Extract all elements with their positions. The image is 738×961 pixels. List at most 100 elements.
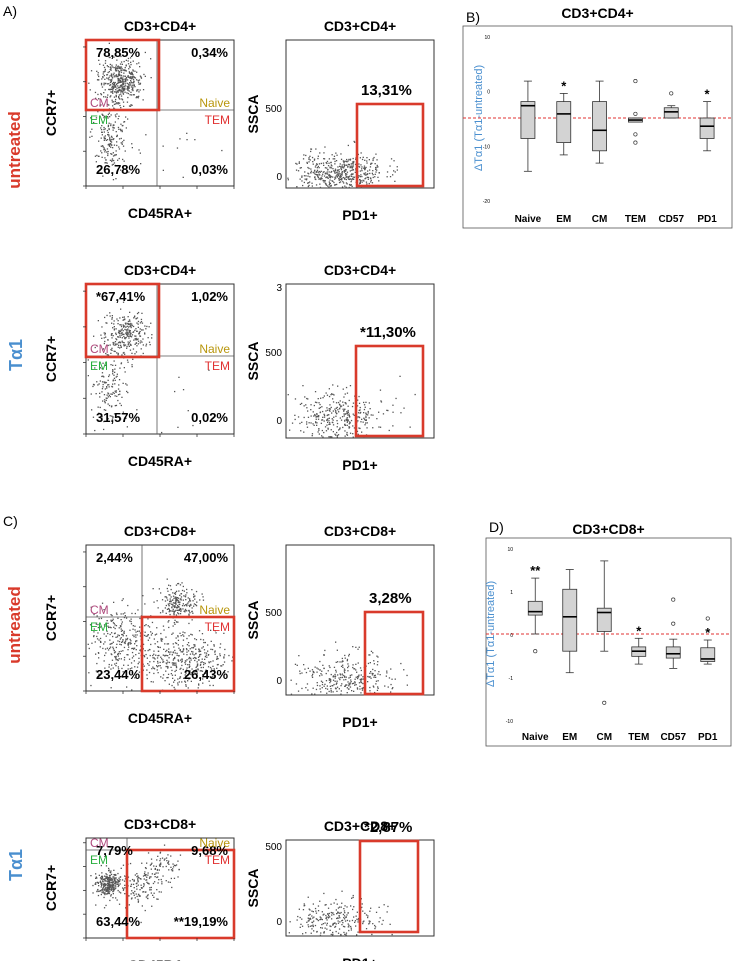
scatter-dot [306, 421, 308, 423]
scatter-dot [390, 691, 392, 693]
scatter-dot [117, 352, 119, 355]
scatter-dot [307, 175, 309, 177]
scatter-dot [131, 366, 133, 368]
scatter-dot [147, 625, 149, 627]
scatter-dot [124, 91, 126, 93]
scatter-dot [193, 593, 195, 595]
scatter-dot [130, 322, 132, 325]
scatter-dot [174, 619, 176, 621]
scatter-dot [129, 668, 131, 670]
scatter-dot [351, 163, 353, 165]
scatter-dot [190, 603, 192, 606]
scatter-dot [349, 416, 351, 418]
scatter-dot [110, 619, 112, 621]
scatter-dot [179, 601, 181, 603]
scatter-dot [336, 434, 339, 437]
scatter-dot [362, 910, 364, 912]
scatter-dot [219, 655, 221, 657]
scatter-dot [348, 183, 351, 186]
scatter-dot [114, 885, 116, 887]
scatter-dot [135, 328, 137, 330]
scatter-dot [110, 146, 112, 148]
row-label-ta1-a: Tα1 [6, 339, 26, 371]
y-tick-label: -10 [506, 719, 513, 725]
scatter-dot [158, 891, 160, 893]
scatter-dot [100, 82, 103, 85]
scatter-dot [147, 618, 149, 620]
scatter-dot [117, 346, 119, 348]
scatter-dot [168, 651, 170, 653]
scatter-dot [222, 664, 224, 666]
scatter-dot [338, 688, 340, 690]
scatter-dot [352, 176, 354, 178]
scatter-dot [341, 171, 344, 173]
scatter-dot [340, 690, 342, 692]
scatter-dot [128, 904, 130, 906]
scatter-dot [160, 640, 162, 642]
scatter-dot [112, 641, 114, 643]
scatter-dot [171, 633, 173, 635]
scatter-dot [206, 656, 208, 658]
scatter-dot [90, 117, 92, 119]
scatter-dot [118, 884, 120, 886]
label-cm: CM [90, 836, 109, 850]
scatter-dot [113, 107, 115, 109]
scatter-dot [349, 175, 351, 177]
scatter-dot [101, 416, 103, 418]
scatter-dot [167, 655, 169, 657]
scatter-dot [319, 669, 321, 671]
scatter-dot [163, 629, 165, 631]
scatter-dot [324, 927, 326, 929]
scatter-dot [149, 344, 151, 346]
scatter-dot [142, 643, 145, 645]
scatter-dot [106, 620, 108, 622]
scatter-dot [136, 317, 139, 319]
scatter-dot [336, 422, 339, 425]
scatter-dot [117, 66, 119, 68]
scatter-dot [123, 367, 125, 369]
y-tick-label: 0 [276, 676, 282, 687]
scatter-dot [330, 688, 332, 690]
scatter-dot [316, 413, 318, 415]
scatter-dot [168, 594, 170, 596]
scatter-dot [314, 666, 316, 668]
scatter-dot [88, 647, 90, 650]
scatter-dot [111, 614, 113, 617]
scatter-dot [145, 345, 147, 347]
scatter-dot [107, 379, 109, 381]
scatter-dot [340, 166, 342, 168]
scatter-dot [137, 81, 140, 83]
scatter-dot [110, 144, 113, 146]
scatter-dot [113, 650, 115, 652]
scatter-dot [103, 394, 106, 396]
scatter-dot [330, 164, 332, 166]
scatter-dot [356, 671, 358, 673]
scatter-dot [318, 178, 320, 180]
scatter-dot [185, 660, 187, 662]
scatter-dot [359, 181, 361, 183]
scatter-dot [106, 151, 108, 153]
scatter-dot [191, 647, 193, 649]
scatter-dot [336, 183, 338, 186]
scatter-dot [149, 889, 151, 891]
scatter-dot [113, 83, 115, 85]
scatter-dot [101, 391, 103, 393]
scatter-dot [349, 165, 351, 167]
scatter-dot [310, 932, 312, 934]
scatter-dot [319, 403, 321, 406]
scatter-dot [380, 400, 382, 402]
scatter-dot [96, 890, 98, 893]
scatter-dot [364, 159, 366, 161]
scatter-dot [306, 423, 308, 425]
scatter-dot [374, 926, 377, 928]
scatter-dot [144, 75, 146, 77]
scatter-dot [108, 886, 110, 888]
scatter-dot [361, 418, 363, 420]
scatter-dot [329, 167, 331, 169]
scatter-dot [120, 329, 122, 331]
scatter-dot [109, 874, 111, 877]
scatter-dot [172, 652, 174, 654]
scatter-dot [146, 674, 148, 676]
scatter-dot [195, 605, 198, 607]
scatter-dot [101, 872, 103, 874]
